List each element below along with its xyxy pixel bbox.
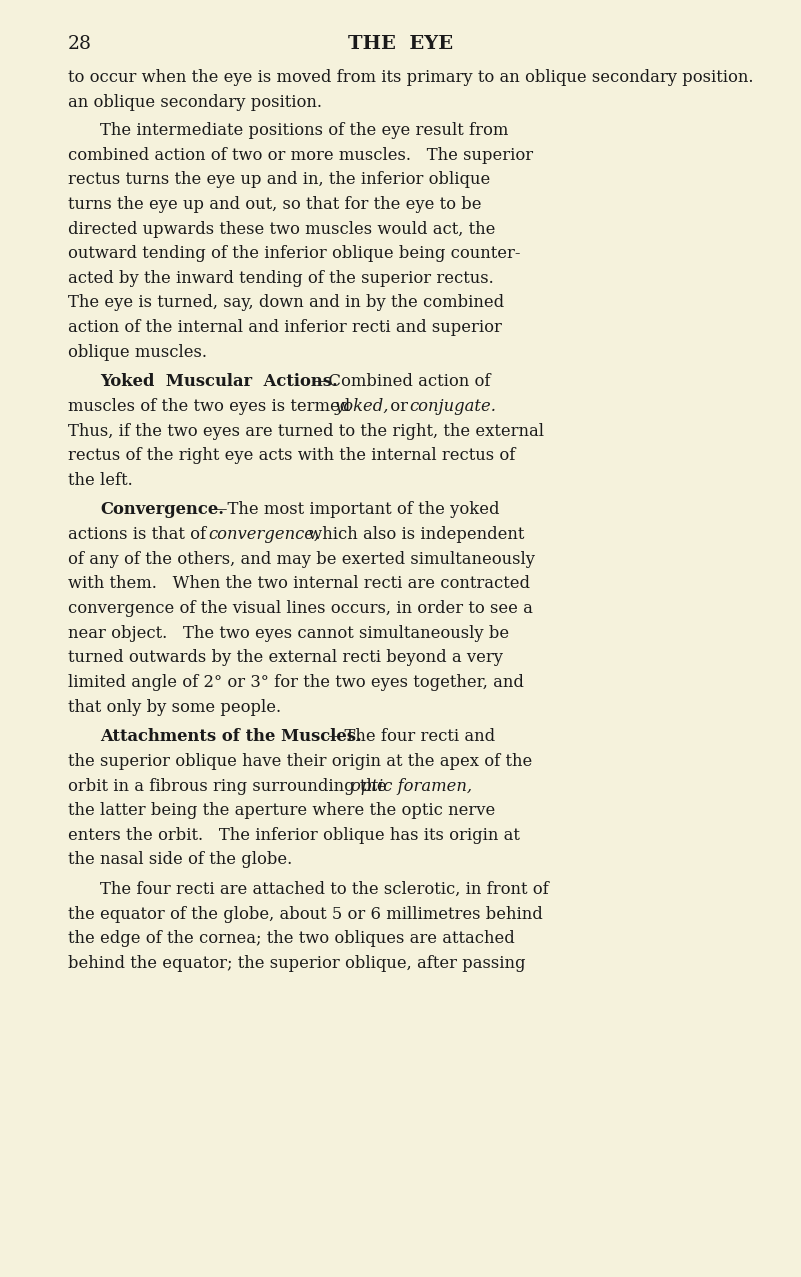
Text: or: or (385, 398, 413, 415)
Text: Yoked  Muscular  Actions.: Yoked Muscular Actions. (100, 373, 338, 391)
Text: turned outwards by the external recti beyond a very: turned outwards by the external recti be… (68, 650, 503, 667)
Text: the latter being the aperture where the optic nerve: the latter being the aperture where the … (68, 802, 495, 819)
Text: outward tending of the inferior oblique being counter-: outward tending of the inferior oblique … (68, 245, 521, 262)
Text: actions is that of: actions is that of (68, 526, 211, 543)
Text: rectus of the right eye acts with the internal rectus of: rectus of the right eye acts with the in… (68, 447, 516, 465)
Text: Thus, if the two eyes are turned to the right, the external: Thus, if the two eyes are turned to the … (68, 423, 544, 439)
Text: orbit in a fibrous ring surrounding the: orbit in a fibrous ring surrounding the (68, 778, 392, 794)
Text: rectus turns the eye up and in, the inferior oblique: rectus turns the eye up and in, the infe… (68, 171, 490, 188)
Text: to occur when the eye is moved from its primary to an oblique secondary position: to occur when the eye is moved from its … (68, 69, 754, 86)
Text: —The most important of the yoked: —The most important of the yoked (211, 502, 499, 518)
Text: the edge of the cornea; the two obliques are attached: the edge of the cornea; the two obliques… (68, 931, 515, 948)
Text: the equator of the globe, about 5 or 6 millimetres behind: the equator of the globe, about 5 or 6 m… (68, 905, 543, 923)
Text: of any of the others, and may be exerted simultaneously: of any of the others, and may be exerted… (68, 550, 535, 568)
Text: muscles of the two eyes is termed: muscles of the two eyes is termed (68, 398, 356, 415)
Text: 28: 28 (68, 36, 92, 54)
Text: behind the equator; the superior oblique, after passing: behind the equator; the superior oblique… (68, 955, 525, 972)
Text: which also is independent: which also is independent (303, 526, 524, 543)
Text: limited angle of 2° or 3° for the two eyes together, and: limited angle of 2° or 3° for the two ey… (68, 674, 524, 691)
Text: —Combined action of: —Combined action of (312, 373, 491, 391)
Text: the superior oblique have their origin at the apex of the: the superior oblique have their origin a… (68, 753, 533, 770)
Text: Attachments of the Muscles.: Attachments of the Muscles. (100, 728, 362, 746)
Text: near object.   The two eyes cannot simultaneously be: near object. The two eyes cannot simulta… (68, 624, 509, 642)
Text: an oblique secondary position.: an oblique secondary position. (68, 93, 322, 111)
Text: THE  EYE: THE EYE (348, 36, 453, 54)
Text: yoked,: yoked, (335, 398, 389, 415)
Text: optic foramen,: optic foramen, (351, 778, 472, 794)
Text: convergence of the visual lines occurs, in order to see a: convergence of the visual lines occurs, … (68, 600, 533, 617)
Text: oblique muscles.: oblique muscles. (68, 344, 207, 361)
Text: the left.: the left. (68, 472, 133, 489)
Text: turns the eye up and out, so that for the eye to be: turns the eye up and out, so that for th… (68, 195, 481, 213)
Text: the nasal side of the globe.: the nasal side of the globe. (68, 852, 292, 868)
Text: —The four recti and: —The four recti and (328, 728, 496, 746)
Text: The four recti are attached to the sclerotic, in front of: The four recti are attached to the scler… (100, 881, 549, 898)
Text: The intermediate positions of the eye result from: The intermediate positions of the eye re… (100, 121, 509, 139)
Text: with them.   When the two internal recti are contracted: with them. When the two internal recti a… (68, 576, 530, 593)
Text: combined action of two or more muscles.   The superior: combined action of two or more muscles. … (68, 147, 533, 163)
Text: Convergence.: Convergence. (100, 502, 224, 518)
Text: The eye is turned, say, down and in by the combined: The eye is turned, say, down and in by t… (68, 295, 504, 312)
Text: directed upwards these two muscles would act, the: directed upwards these two muscles would… (68, 221, 496, 238)
Text: action of the internal and inferior recti and superior: action of the internal and inferior rect… (68, 319, 502, 336)
Text: convergence,: convergence, (208, 526, 320, 543)
Text: that only by some people.: that only by some people. (68, 699, 281, 715)
Text: enters the orbit.   The inferior oblique has its origin at: enters the orbit. The inferior oblique h… (68, 826, 520, 844)
Text: acted by the inward tending of the superior rectus.: acted by the inward tending of the super… (68, 269, 494, 287)
Text: conjugate.: conjugate. (409, 398, 497, 415)
